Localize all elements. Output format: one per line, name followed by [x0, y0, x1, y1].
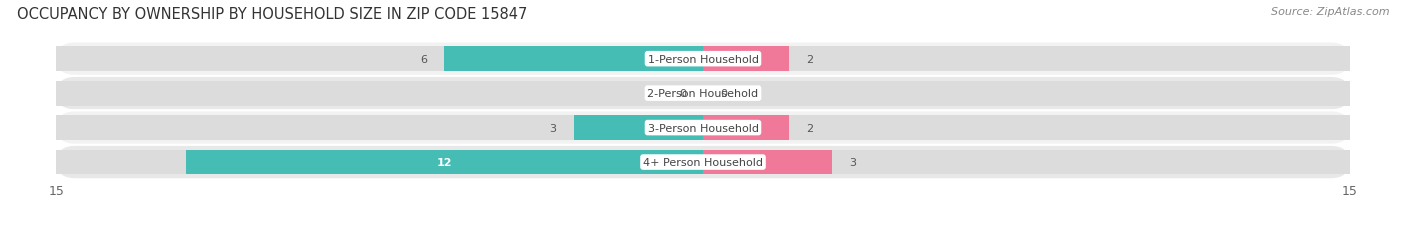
Bar [56, 150, 703, 175]
Text: 3: 3 [849, 157, 856, 167]
Bar [444, 47, 703, 72]
Text: 2: 2 [807, 55, 814, 64]
Text: 6: 6 [420, 55, 427, 64]
Text: 3-Person Household: 3-Person Household [648, 123, 758, 133]
FancyBboxPatch shape [56, 111, 1350, 145]
Bar [186, 150, 703, 175]
Text: 2: 2 [807, 123, 814, 133]
Text: 2-Person Household: 2-Person Household [647, 89, 759, 99]
FancyBboxPatch shape [56, 42, 1350, 76]
Text: Source: ZipAtlas.com: Source: ZipAtlas.com [1271, 7, 1389, 17]
Bar [56, 116, 703, 140]
Text: 4+ Person Household: 4+ Person Household [643, 157, 763, 167]
FancyBboxPatch shape [56, 145, 1350, 179]
Text: 3: 3 [550, 123, 557, 133]
Bar [703, 81, 1350, 106]
Bar [56, 81, 703, 106]
Bar [703, 150, 1350, 175]
Bar [574, 116, 703, 140]
Bar [56, 47, 703, 72]
Bar [703, 116, 1350, 140]
Text: 1-Person Household: 1-Person Household [648, 55, 758, 64]
Text: 12: 12 [436, 157, 453, 167]
Text: OCCUPANCY BY OWNERSHIP BY HOUSEHOLD SIZE IN ZIP CODE 15847: OCCUPANCY BY OWNERSHIP BY HOUSEHOLD SIZE… [17, 7, 527, 22]
FancyBboxPatch shape [56, 76, 1350, 111]
Bar [703, 150, 832, 175]
Bar [703, 47, 1350, 72]
Text: 0: 0 [679, 89, 686, 99]
Bar [703, 116, 789, 140]
Bar [703, 47, 789, 72]
Text: 0: 0 [720, 89, 727, 99]
